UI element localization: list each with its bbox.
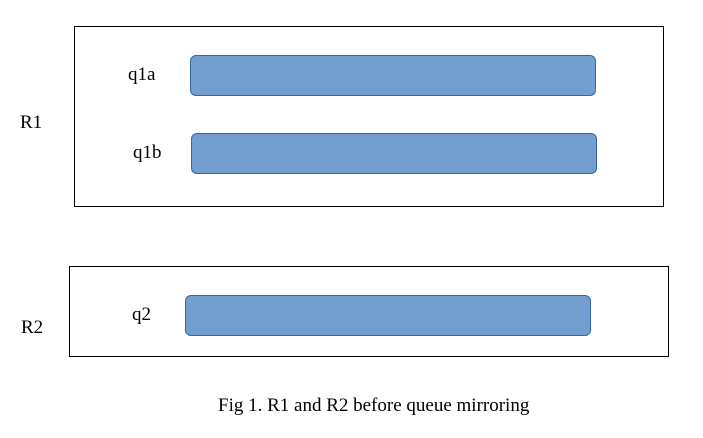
queue-label-q2: q2 bbox=[132, 304, 151, 325]
figure-caption: Fig 1. R1 and R2 before queue mirroring bbox=[218, 395, 530, 416]
queue-bar-q2 bbox=[185, 295, 591, 336]
router-box-r1 bbox=[74, 26, 664, 207]
queue-bar-q1a bbox=[190, 55, 596, 96]
queue-bar-q1b bbox=[191, 133, 597, 174]
router-box-r2 bbox=[69, 266, 669, 357]
queue-label-q1a: q1a bbox=[128, 64, 156, 85]
router-label-r1: R1 bbox=[20, 112, 43, 133]
queue-label-q1b: q1b bbox=[133, 142, 162, 163]
router-label-r2: R2 bbox=[21, 317, 44, 338]
